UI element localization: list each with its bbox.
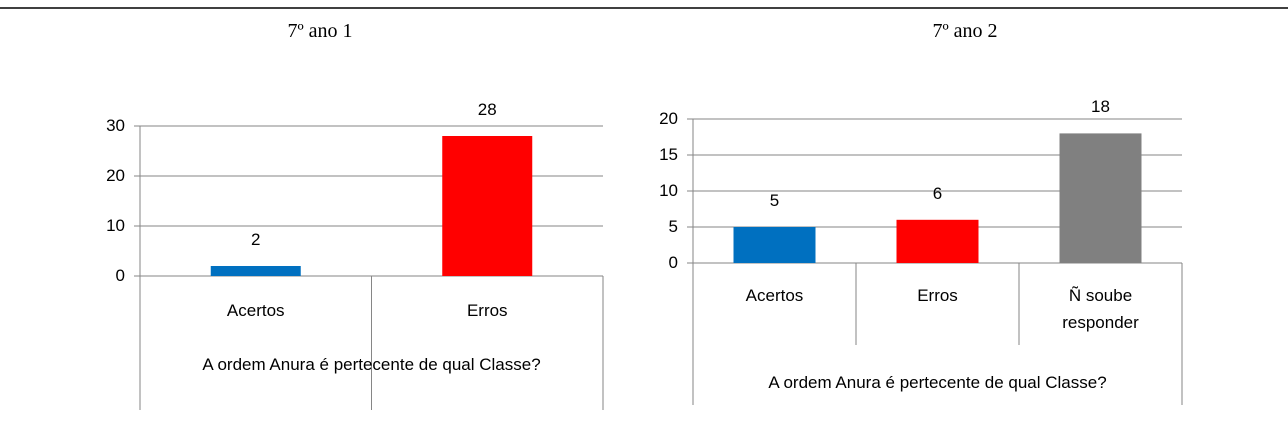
y-tick-label: 15 xyxy=(659,145,678,164)
x-tick-label: Erros xyxy=(917,286,958,305)
x-tick-label: Erros xyxy=(466,301,508,320)
data-label: 18 xyxy=(1091,97,1110,117)
bar xyxy=(896,219,979,263)
bar xyxy=(442,136,533,276)
y-tick-label: 10 xyxy=(106,216,125,235)
bar xyxy=(210,266,301,276)
chart-title: 7º ano 1 xyxy=(287,20,353,42)
y-tick-label: 5 xyxy=(668,217,678,236)
x-axis-title: A ordem Anura é pertecente de qual Class… xyxy=(202,355,541,374)
x-tick-label: Acertos xyxy=(226,301,285,320)
y-tick-label: 20 xyxy=(659,109,678,128)
data-label: 5 xyxy=(769,191,780,210)
x-tick-label: Ñ soube responder xyxy=(1062,286,1139,332)
y-tick-label: 20 xyxy=(106,166,125,185)
data-label: 6 xyxy=(932,183,943,203)
y-tick-label: 0 xyxy=(668,253,678,272)
y-tick-label: 0 xyxy=(115,266,125,285)
x-axis-title: A ordem Anura é pertecente de qual Class… xyxy=(768,373,1107,392)
chart-title: 7º ano 2 xyxy=(932,20,998,42)
y-tick-label: 10 xyxy=(659,181,678,200)
data-label: 28 xyxy=(477,100,497,119)
y-tick-label: 30 xyxy=(106,116,125,135)
bar xyxy=(733,227,816,263)
data-label: 2 xyxy=(251,230,261,249)
x-tick-label: Acertos xyxy=(745,286,804,305)
bar xyxy=(1059,133,1142,263)
